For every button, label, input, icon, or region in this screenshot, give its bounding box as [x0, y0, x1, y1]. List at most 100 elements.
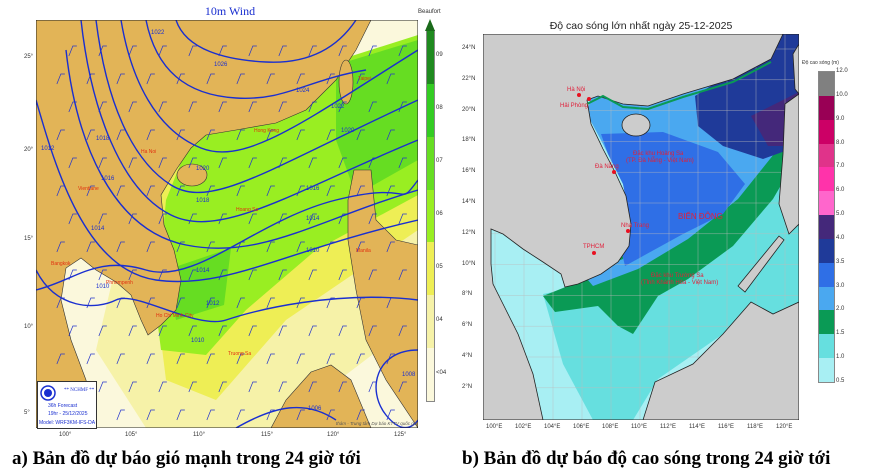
colorbar-segment: [819, 167, 834, 192]
lon-label: 106°E: [573, 424, 590, 430]
land-luzon: [778, 93, 799, 235]
wind-barb: [326, 73, 335, 85]
lon-label: 100°E: [486, 424, 503, 430]
wind-barb: [86, 73, 95, 85]
forecast-legend: ** NCHMF ** 36h Forecast 19hr - 25/12/20…: [37, 381, 97, 429]
wind-barb: [86, 241, 95, 253]
wind-barb: [236, 353, 245, 365]
colorbar-tick: 06: [436, 211, 443, 217]
caption-a: a) Bản đồ dự báo gió mạnh trong 24 giờ t…: [12, 448, 361, 469]
legend-org: ** NCHMF **: [64, 388, 95, 393]
legend-model: Model: WRF3KM-IFS-DA: [39, 420, 96, 426]
wind-barb: [146, 241, 155, 253]
wind-barb: [248, 325, 257, 337]
wind-barb: [248, 45, 257, 57]
isobar-label: 1022: [331, 104, 345, 110]
city-label: Truong Sa: [228, 351, 251, 357]
lat-label: 18°N: [462, 137, 476, 144]
isobar-labels: 1026 1024 1022 1022 1020 1020 1018 1018 …: [41, 30, 416, 412]
city-label: Taipei: [358, 76, 371, 82]
wind-barb: [68, 101, 77, 113]
credit-text: thám - Trung tâm Dự báo KTTV quốc gia: [336, 420, 418, 426]
isobar-label: 1010: [191, 338, 205, 344]
wind-barb: [236, 73, 245, 85]
colorbar-tick: 0.5: [836, 378, 845, 384]
nchmf-logo: [40, 385, 56, 401]
wind-barb: [128, 45, 137, 57]
place-label: Hà Nội: [567, 87, 585, 93]
wind-barb: [206, 73, 215, 85]
lat-label: 14°N: [462, 199, 476, 205]
wind-barb: [338, 213, 347, 225]
wind-barb: [218, 269, 227, 281]
wind-barb: [308, 213, 317, 225]
wind-barb: [356, 73, 365, 85]
wind-barb: [68, 325, 77, 337]
wind-barb: [218, 45, 227, 57]
wind-barb: [296, 129, 305, 141]
hanoi-marker: [577, 93, 581, 97]
isobar-label: 1008: [402, 372, 416, 378]
land-philippines: [347, 169, 418, 428]
colorbar-arrow-icon: [425, 19, 435, 31]
wind-barb: [308, 45, 317, 57]
wind-barb: [356, 241, 365, 253]
wind-barb: [338, 101, 347, 113]
wind-barb: [188, 325, 197, 337]
colorbar-segment: [427, 295, 434, 349]
lon-label: 120°: [327, 432, 340, 438]
city-label: Phnompenh: [106, 280, 133, 286]
wind-barb: [368, 325, 377, 337]
colorbar-segment: [819, 95, 834, 120]
wind-barb: [176, 73, 185, 85]
wind-barb: [188, 269, 197, 281]
wind-barb: [206, 129, 215, 141]
wind-barb: [188, 157, 197, 169]
isobar-label: 1022: [151, 30, 165, 36]
wind-map: 1026 1024 1022 1022 1020 1020 1018 1018 …: [36, 20, 418, 428]
colorbar-segment: [819, 72, 834, 96]
wind-barb: [86, 129, 95, 141]
city-label: Ha Noi: [141, 149, 156, 155]
wind-barb: [278, 325, 287, 337]
wind-barb: [308, 325, 317, 337]
wind-barb: [218, 101, 227, 113]
colorbar-segment: [427, 189, 434, 243]
wind-barb: [116, 241, 125, 253]
isobar-label: 1010: [96, 284, 110, 290]
wind-barb: [386, 185, 395, 197]
wind-barb: [296, 185, 305, 197]
land-mainland: [483, 34, 784, 420]
wind-barb: [308, 157, 317, 169]
wind-barb: [116, 297, 125, 309]
wind-barb: [368, 381, 377, 393]
isobar-label: 1014: [196, 268, 210, 274]
city-label: Hong Kong: [254, 128, 279, 134]
wind-barb: [308, 101, 317, 113]
wind-barb: [356, 353, 365, 365]
wind-barb: [176, 185, 185, 197]
colorbar-segment: [427, 136, 434, 190]
wind-barb: [146, 409, 155, 421]
colorbar-segment: [819, 215, 834, 239]
land-borneo: [642, 301, 799, 420]
wind-map-title: 10m Wind: [204, 4, 256, 18]
lat-label: 20°N: [462, 106, 476, 113]
isobar-label: 1020: [196, 166, 210, 172]
wind-barb: [98, 157, 107, 169]
wind-barb: [206, 297, 215, 309]
isobar-label: 1018: [196, 198, 210, 204]
wind-barb: [116, 129, 125, 141]
wind-barb: [236, 129, 245, 141]
legend-time: 19hr - 25/12/2025: [48, 411, 88, 417]
legend-forecast: 36h Forecast: [48, 403, 78, 409]
colorbar-tick: 1.5: [836, 330, 845, 337]
colorbar-tick: 07: [436, 158, 443, 165]
wind-barb: [188, 213, 197, 225]
lon-label: 108°E: [602, 424, 619, 430]
place-label: Đặc khu Hoàng Sa: [633, 151, 684, 157]
lon-label: 125°: [394, 432, 407, 438]
wind-barb: [158, 269, 167, 281]
wind-barb: [56, 297, 65, 309]
lat-label: 15°: [24, 236, 34, 242]
